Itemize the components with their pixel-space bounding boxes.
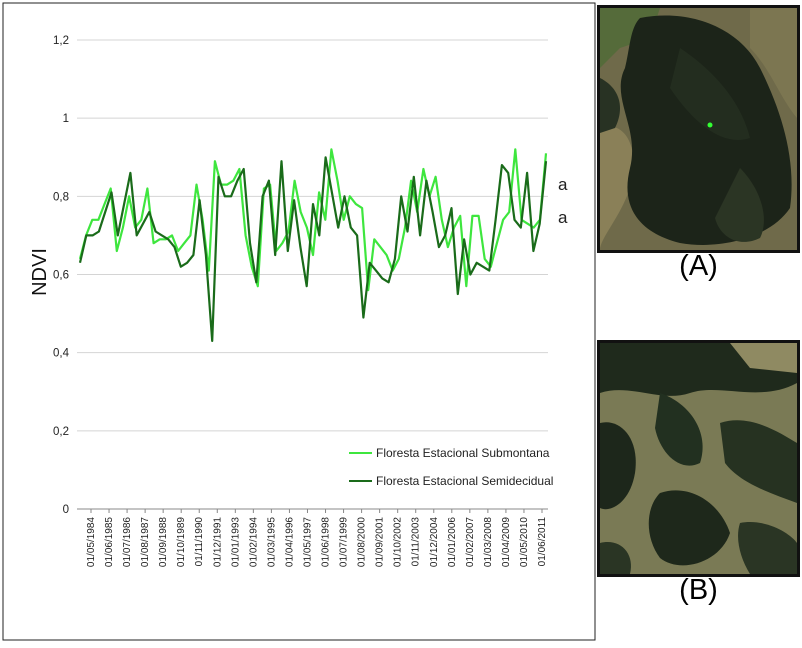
x-axis: 01/05/1984 01/06/1985 01/07/1986 01/08/1987… xyxy=(77,508,548,567)
y-axis-label: NDVI xyxy=(29,248,51,296)
x-tick-label: 01/07/1986 xyxy=(122,517,133,567)
x-tick-label: 01/05/1997 xyxy=(302,517,313,567)
x-tick-label: 01/03/1995 xyxy=(266,517,277,567)
x-tick-label: 01/01/2006 xyxy=(447,517,458,567)
x-tick-label: 01/12/2004 xyxy=(429,517,440,567)
y-tick-label: 1,2 xyxy=(53,35,69,47)
x-tick-label: 01/03/2008 xyxy=(483,517,494,567)
x-tick-label: 01/01/1993 xyxy=(230,517,241,567)
x-tick-label: 01/05/1984 xyxy=(86,517,97,567)
photo-label-a: (A) xyxy=(679,250,718,282)
x-tick-label: 01/11/1990 xyxy=(194,517,205,567)
x-tick-label: 01/09/2001 xyxy=(375,517,386,567)
x-tick-label: 01/02/2007 xyxy=(465,517,476,567)
series-line-semidecidual xyxy=(78,156,548,342)
x-tick-label: 01/07/1999 xyxy=(339,517,350,567)
chart-frame xyxy=(2,2,596,641)
satellite-image-b xyxy=(597,340,800,577)
legend: Floresta Estacional Submontana Floresta … xyxy=(349,446,553,488)
y-axis: 0 0,2 0,4 0,6 0,8 1 1,2 xyxy=(53,35,70,516)
x-tick-label: 01/08/1987 xyxy=(140,517,151,567)
annotation-a-lower: a xyxy=(558,208,568,227)
x-tick-label: 01/05/2010 xyxy=(519,517,530,567)
x-tick-label: 01/06/1985 xyxy=(104,517,115,567)
y-tick-label: 0,6 xyxy=(53,270,69,282)
forest-satellite-picture-a xyxy=(600,8,797,250)
y-tick-label: 0,4 xyxy=(53,348,70,360)
x-tick-label: 01/08/2000 xyxy=(357,517,368,567)
x-tick-label: 01/02/1994 xyxy=(248,517,259,567)
x-tick-label: 01/11/2003 xyxy=(411,517,422,567)
x-tick-label: 01/06/1998 xyxy=(321,517,332,567)
x-tick-label: 01/10/1989 xyxy=(176,517,187,567)
legend-label-semidecidual: Floresta Estacional Semidecidual xyxy=(376,474,553,488)
forest-satellite-picture-b xyxy=(600,343,797,574)
x-tick-label: 01/10/2002 xyxy=(393,517,404,567)
satellite-image-a xyxy=(597,5,800,253)
y-tick-label: 1 xyxy=(63,113,69,125)
y-tick-label: 0 xyxy=(63,504,69,516)
legend-label-submontana: Floresta Estacional Submontana xyxy=(376,446,550,460)
x-tick-label: 01/06/2011 xyxy=(537,517,548,567)
series-lines xyxy=(78,148,548,342)
x-tick-label: 01/09/1988 xyxy=(158,517,169,567)
y-tick-label: 0,2 xyxy=(53,426,69,438)
annotation-a-upper: a xyxy=(558,175,568,194)
gridlines xyxy=(77,39,548,432)
x-tick-label: 01/04/1996 xyxy=(284,517,295,567)
x-tick-label: 01/12/1991 xyxy=(212,517,223,567)
x-tick-label: 01/04/2009 xyxy=(501,517,512,567)
photo-label-b: (B) xyxy=(679,574,718,606)
y-tick-label: 0,8 xyxy=(53,191,69,203)
